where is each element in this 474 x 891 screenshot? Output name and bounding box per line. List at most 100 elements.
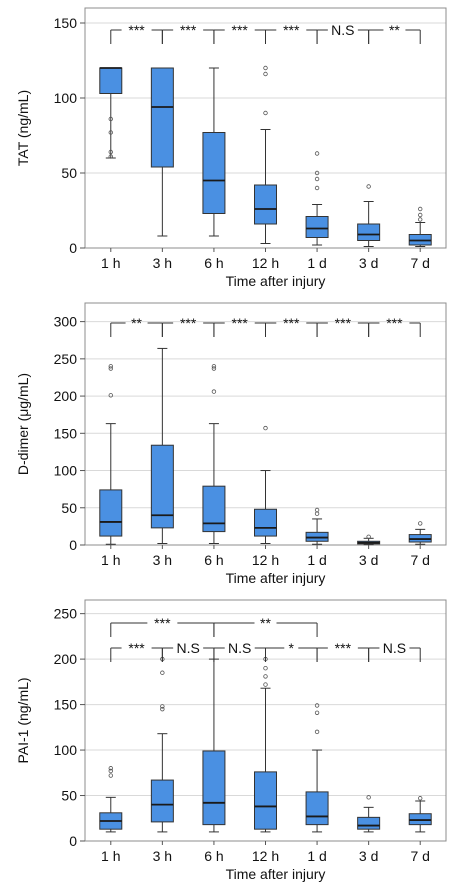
x-tick-label: 3 d (359, 552, 378, 568)
outlier-point (314, 703, 320, 708)
box-3h (150, 347, 174, 545)
box-1d (305, 151, 329, 246)
significance-bracket: *** (110, 615, 215, 637)
significance-label: *** (335, 640, 352, 656)
outlier-point (314, 511, 320, 516)
outlier-point (263, 666, 268, 671)
x-axis-label: Time after injury (226, 273, 326, 289)
significance-bracket: N.S (316, 22, 370, 44)
significance-bracket: *** (316, 315, 370, 337)
box-1d (305, 703, 329, 833)
box-iqr (254, 508, 277, 537)
outlier-point (314, 176, 320, 182)
outlier-point (418, 796, 423, 801)
y-axis-label: PAI-1 (ng/mL) (15, 677, 31, 763)
outlier-point (108, 773, 113, 778)
box-3d (357, 184, 381, 247)
box-7d (408, 206, 432, 247)
x-tick-label: 12 h (252, 552, 279, 568)
significance-bracket: *** (265, 22, 318, 44)
y-tick-label: 100 (54, 90, 78, 106)
outlier-point (108, 130, 113, 135)
significance-label: *** (335, 315, 352, 331)
x-tick-label: 12 h (252, 848, 279, 864)
significance-label: *** (283, 315, 300, 331)
y-tick-label: 300 (54, 314, 78, 330)
x-tick-label: 1 d (307, 848, 326, 864)
y-axis-label: D-dimer (μg/mL) (15, 373, 31, 475)
significance-bracket: *** (368, 315, 421, 337)
y-tick-label: 0 (69, 537, 77, 553)
x-tick-label: 3 d (359, 255, 378, 271)
x-tick-label: 3 h (153, 848, 172, 864)
outlier-point (211, 364, 217, 369)
box-iqr (150, 444, 174, 529)
outlier-point (314, 170, 320, 176)
box-iqr (254, 771, 277, 830)
outlier-point (263, 65, 268, 71)
significance-label: *** (232, 22, 249, 38)
box-1h (99, 766, 123, 833)
outlier-point (314, 185, 320, 191)
box-3h (150, 67, 174, 237)
significance-bracket: ** (110, 315, 163, 337)
significance-bracket: ** (213, 615, 318, 637)
y-tick-label: 0 (69, 240, 77, 256)
x-tick-label: 7 d (410, 848, 429, 864)
outlier-point (366, 795, 371, 800)
outlier-point (108, 116, 113, 122)
significance-bracket: *** (110, 22, 163, 44)
y-tick-label: 150 (54, 697, 78, 713)
box-iqr (202, 750, 226, 826)
y-tick-label: 150 (54, 425, 78, 441)
box-iqr (305, 791, 329, 826)
significance-bracket: *** (161, 315, 215, 337)
box-3d (357, 795, 381, 833)
y-tick-label: 0 (69, 833, 77, 849)
x-tick-label: 6 h (204, 848, 223, 864)
outlier-point (108, 364, 113, 369)
x-tick-label: 1 h (101, 848, 120, 864)
box-1h (99, 67, 123, 159)
outlier-point (314, 729, 320, 735)
significance-label: ** (260, 615, 271, 631)
chart-panel-2: 0 50 100 150 200 250 300 D-dimer (μg/mL) 1 h 3 h 6… (15, 302, 447, 586)
y-tick-label: 50 (61, 500, 77, 516)
x-tick-label: 1 h (101, 552, 120, 568)
outlier-point (418, 217, 423, 222)
x-tick-label: 3 h (153, 552, 172, 568)
significance-bracket: N.S (368, 640, 421, 662)
significance-label: *** (128, 22, 145, 38)
x-tick-label: 3 h (153, 255, 172, 271)
significance-label: *** (386, 315, 403, 331)
outlier-point (418, 206, 423, 212)
significance-label: *** (283, 22, 300, 38)
box-3d (357, 534, 381, 546)
significance-bracket: *** (161, 22, 215, 44)
box-1d (305, 507, 329, 545)
outlier-point (314, 151, 320, 156)
y-tick-label: 50 (61, 788, 77, 804)
box-iqr (408, 813, 432, 826)
significance-label: N.S (176, 640, 199, 656)
outlier-point (263, 71, 268, 77)
significance-label: N.S (331, 22, 354, 38)
box-6h (202, 364, 226, 545)
outlier-point (263, 425, 268, 431)
significance-label: * (289, 640, 295, 656)
box-iqr (202, 485, 226, 533)
significance-label: *** (128, 640, 145, 656)
significance-label: *** (180, 315, 197, 331)
box-iqr (150, 779, 174, 823)
outlier-point (211, 366, 217, 371)
y-tick-label: 50 (61, 165, 77, 181)
box-1h (99, 364, 123, 545)
outlier-point (160, 670, 165, 675)
x-axis-label: Time after injury (226, 570, 326, 586)
x-tick-label: 1 d (307, 255, 326, 271)
x-tick-label: 1 d (307, 552, 326, 568)
y-tick-label: 250 (54, 351, 78, 367)
outlier-point (418, 212, 423, 218)
outlier-point (263, 682, 268, 687)
